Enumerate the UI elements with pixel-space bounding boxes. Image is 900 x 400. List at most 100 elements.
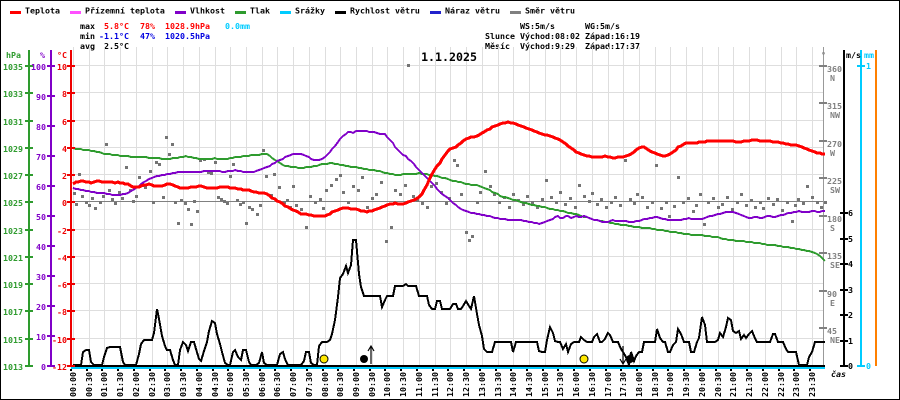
wind-direction-dot [361, 176, 364, 179]
wind-axis-tick-label: 1 [848, 336, 853, 346]
pressure-axis-tick [25, 229, 33, 231]
temperature-axis-tick-label: -6 [57, 280, 67, 290]
time-tick [290, 369, 292, 371]
rain-axis-tick-label: 0 [866, 361, 871, 371]
pressure-axis-tick-label: 1033 [3, 89, 23, 99]
temperature-axis-tick [67, 365, 75, 367]
stat-min-humidity: 47% [140, 31, 155, 41]
series-wind-speed [73, 239, 825, 369]
humidity-axis-unit: % [40, 50, 45, 60]
time-label: 17:00 [603, 372, 613, 397]
wind-direction-dot [152, 201, 155, 204]
temperature-axis-tick-label: -8 [57, 307, 67, 317]
wind-direction-dot [673, 205, 676, 208]
time-axis-caption: čas [831, 369, 846, 379]
wind-direction-dot [550, 196, 553, 199]
pressure-axis-tick-label: 1035 [3, 62, 23, 72]
pressure-axis-tick-label: 1031 [3, 117, 23, 127]
humidity-axis-tick [47, 275, 55, 277]
wind-direction-dot [536, 206, 539, 209]
pressure-axis-tick-label: 1021 [3, 253, 23, 263]
wind-direction-dot [479, 191, 482, 194]
legend-swatch [10, 11, 21, 14]
time-tick [196, 369, 198, 371]
temperature-axis-tick-label: 8 [62, 89, 67, 99]
legend: Teplota Přízemní teplota Vlhkost Tlak Srážky… [10, 6, 575, 16]
aux-axis-line [875, 50, 877, 366]
wind-direction-dot [456, 164, 459, 167]
wind-direction-dot [102, 195, 105, 198]
wind-direction-dot [636, 193, 639, 196]
humidity-axis-tick-label: 20 [36, 302, 46, 312]
humidity-axis-tick [47, 365, 55, 367]
wind-direction-dot [105, 143, 108, 146]
wind-direction-axis-tick-label: 225 [827, 176, 842, 186]
wind-direction-axis-tick-label: 180 [827, 214, 842, 224]
legend-label: Náraz větru [445, 6, 500, 16]
time-tick [683, 369, 685, 371]
wind-direction-compass-label: S [830, 223, 835, 233]
wind-axis-tick [840, 314, 848, 316]
wind-direction-dot [651, 201, 654, 204]
series-precipitation [71, 367, 825, 369]
wind-direction-dot [468, 239, 471, 242]
rain-axis-line [860, 50, 862, 366]
wind-axis-tick [840, 340, 848, 342]
temperature-axis-tick [67, 310, 75, 312]
wind-direction-dot [88, 204, 91, 207]
wind-direction-compass-label: SE [830, 260, 840, 270]
wind-direction-dot [309, 195, 312, 198]
time-tick [180, 369, 182, 371]
temperature-axis-tick [67, 174, 75, 176]
time-label: 16:00 [571, 372, 581, 397]
wind-direction-dot [574, 206, 577, 209]
pressure-axis-tick-label: 1027 [3, 171, 23, 181]
wind-direction-dot [699, 193, 702, 196]
wind-direction-dot [776, 198, 779, 201]
sunrise-time: Východ:08:02 [520, 31, 580, 41]
series-pressure [72, 147, 826, 262]
chart-title: 1.1.2025 [421, 50, 477, 64]
time-tick [384, 369, 386, 371]
humidity-axis-tick [47, 305, 55, 307]
temperature-axis-tick [67, 283, 75, 285]
time-label: 09:00 [351, 372, 361, 397]
wind-direction-dot [335, 178, 338, 181]
time-tick [636, 369, 638, 371]
wind-axis-tick-label: 2 [848, 310, 853, 320]
wind-direction-compass-label: E [830, 298, 835, 308]
time-tick [463, 369, 465, 371]
time-tick [573, 369, 575, 371]
pressure-axis-tick [25, 120, 33, 122]
stats-block: max 5.8°C 78% 1028.9hPa 0.0mm min -1.1°C 47% 102… [80, 21, 250, 51]
wind-direction-dot [545, 179, 548, 182]
wind-direction-dot [322, 207, 325, 210]
wind-direction-dot [380, 181, 383, 184]
time-label: 18:00 [634, 372, 644, 397]
wind-direction-dot [541, 198, 544, 201]
wind-direction-dot [248, 206, 251, 209]
wind-direction-dot [759, 201, 762, 204]
wind-direction-axis-tick [819, 140, 827, 142]
series-humidity [72, 130, 825, 226]
wind-direction-dot [430, 185, 433, 188]
wind-direction-dot [245, 222, 248, 225]
wind-direction-axis-tick-label: 90 [827, 289, 837, 299]
pressure-axis-tick [25, 283, 33, 285]
humidity-axis-tick-label: 40 [36, 242, 46, 252]
wind-direction-axis-tick [819, 252, 827, 254]
wind-direction-dot [435, 182, 438, 185]
wind-direction-dot [190, 223, 193, 226]
wind-axis-tick-label: 3 [848, 285, 853, 295]
time-label: 12:30 [461, 372, 471, 397]
humidity-axis-tick-label: 50 [36, 212, 46, 222]
wind-direction-dot [347, 201, 350, 204]
time-label: 23:30 [807, 372, 817, 397]
wind-direction-dot [522, 203, 525, 206]
wind-direction-compass-label: NE [830, 335, 840, 345]
temperature-axis-tick-label: 4 [62, 144, 67, 154]
pressure-axis-tick-label: 1023 [3, 226, 23, 236]
wind-direction-dot [489, 185, 492, 188]
time-label: 00:00 [68, 372, 78, 397]
wind-direction-dot [111, 198, 114, 201]
